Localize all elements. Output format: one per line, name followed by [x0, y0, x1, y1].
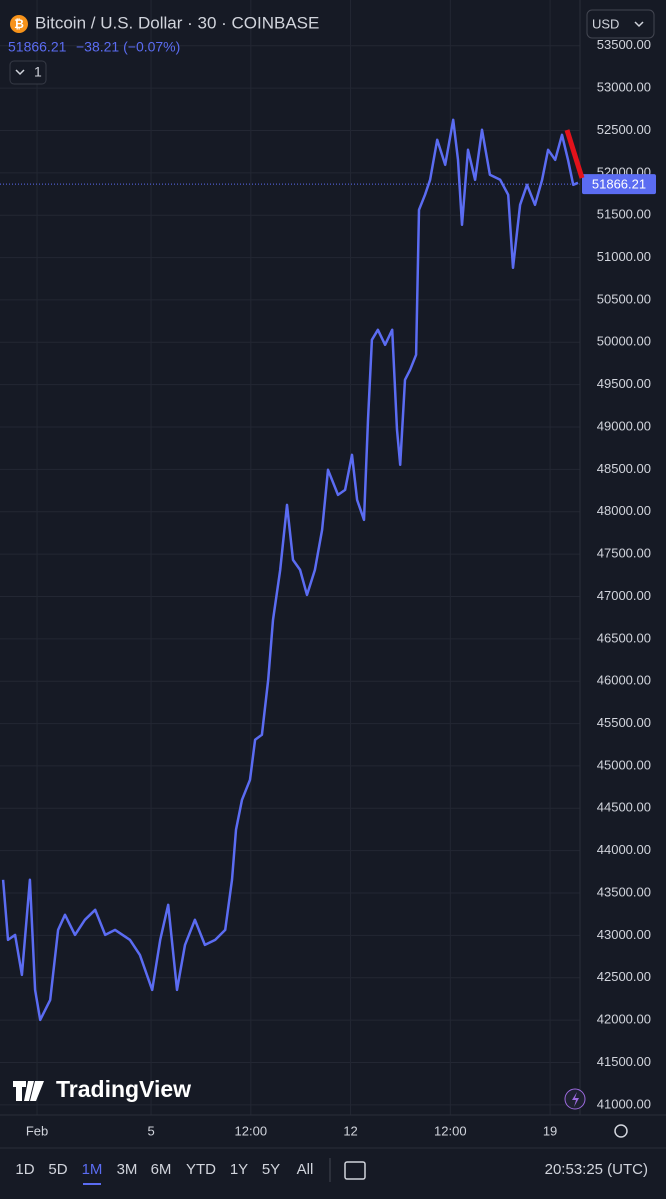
y-tick-label: 45500.00	[597, 715, 651, 730]
range-button[interactable]: 5Y	[262, 1161, 280, 1178]
currency-button[interactable]	[586, 9, 655, 39]
currency-label: USD	[592, 16, 619, 31]
axes: 41000.00 41500.00 42000.00 42500.00 43000.00…	[26, 37, 656, 1138]
y-tick-label: 51500.00	[597, 207, 651, 222]
grid	[0, 0, 580, 1115]
coin-symbol: ₿	[14, 17, 24, 31]
y-tick-label: 43000.00	[597, 927, 651, 942]
y-tick-label: 45000.00	[597, 757, 651, 772]
y-tick-label: 53500.00	[597, 37, 651, 52]
settings-icon[interactable]	[614, 1124, 628, 1138]
y-tick-label: 43500.00	[597, 884, 651, 899]
drawing-stroke	[564, 129, 585, 179]
y-tick-label: 47000.00	[597, 588, 651, 603]
last-price-label: 51866.21	[592, 177, 646, 192]
y-tick-label: 47500.00	[597, 546, 651, 561]
logo: TradingView	[13, 1076, 191, 1102]
y-tick-label: 49500.00	[597, 376, 651, 391]
x-tick-label: 12	[343, 1123, 357, 1138]
range-button[interactable]: 6M	[151, 1161, 172, 1178]
header-price: 51866.21	[8, 39, 67, 55]
toolbar: 1D 5D 1M 3M 6M YTD 1Y 5Y All	[15, 1161, 314, 1185]
bolt	[572, 1092, 579, 1107]
chevron-icon	[15, 69, 25, 76]
range-button[interactable]: 3M	[117, 1161, 138, 1178]
x-tick-label: Feb	[26, 1123, 48, 1138]
logo-text: TradingView	[56, 1076, 191, 1102]
y-tick-label: 41000.00	[597, 1096, 651, 1111]
y-tick-label: 46500.00	[597, 630, 651, 645]
y-tick-label: 51000.00	[597, 249, 651, 264]
y-tick-label: 42000.00	[597, 1012, 651, 1027]
coin-icon	[10, 15, 28, 33]
plot	[0, 118, 580, 1022]
range-button[interactable]: All	[297, 1161, 314, 1178]
symbol-title[interactable]: Bitcoin / U.S. Dollar · 30 · COINBASE	[35, 13, 319, 32]
y-tick-label: 48500.00	[597, 461, 651, 476]
y-tick-label: 44500.00	[597, 800, 651, 815]
y-tick-label: 49000.00	[597, 418, 651, 433]
range-button[interactable]: YTD	[186, 1161, 216, 1178]
range-button[interactable]: 5D	[48, 1161, 67, 1178]
y-tick-label: 53000.00	[597, 80, 651, 95]
price-line	[1, 118, 579, 1022]
header-change: −38.21 (−0.07%)	[76, 39, 180, 55]
x-tick-label: 12:00	[434, 1123, 467, 1138]
y-tick-label: 44000.00	[597, 842, 651, 857]
y-tick-label: 46000.00	[597, 673, 651, 688]
range-button[interactable]: 1M	[82, 1161, 103, 1178]
x-tick-label: 5	[147, 1123, 154, 1138]
y-tick-label: 52500.00	[597, 122, 651, 137]
range-button[interactable]: 1D	[15, 1161, 34, 1178]
chevron-icon	[634, 21, 644, 28]
x-tick-label: 12:00	[235, 1123, 268, 1138]
indicator-toggle[interactable]	[9, 60, 47, 85]
y-tick-label: 50000.00	[597, 334, 651, 349]
last-price-badge	[582, 174, 656, 195]
indicator-count: 1	[34, 64, 42, 80]
logo-mark	[13, 1081, 44, 1101]
y-tick-label: 41500.00	[597, 1054, 651, 1069]
y-tick-label: 48000.00	[597, 503, 651, 518]
calendar-icon[interactable]	[344, 1161, 366, 1180]
range-button[interactable]: 1Y	[230, 1161, 248, 1178]
clock: 20:53:25 (UTC)	[545, 1161, 648, 1178]
y-tick-label: 50500.00	[597, 291, 651, 306]
x-tick-label: 19	[543, 1123, 557, 1138]
y-tick-label: 42500.00	[597, 969, 651, 984]
